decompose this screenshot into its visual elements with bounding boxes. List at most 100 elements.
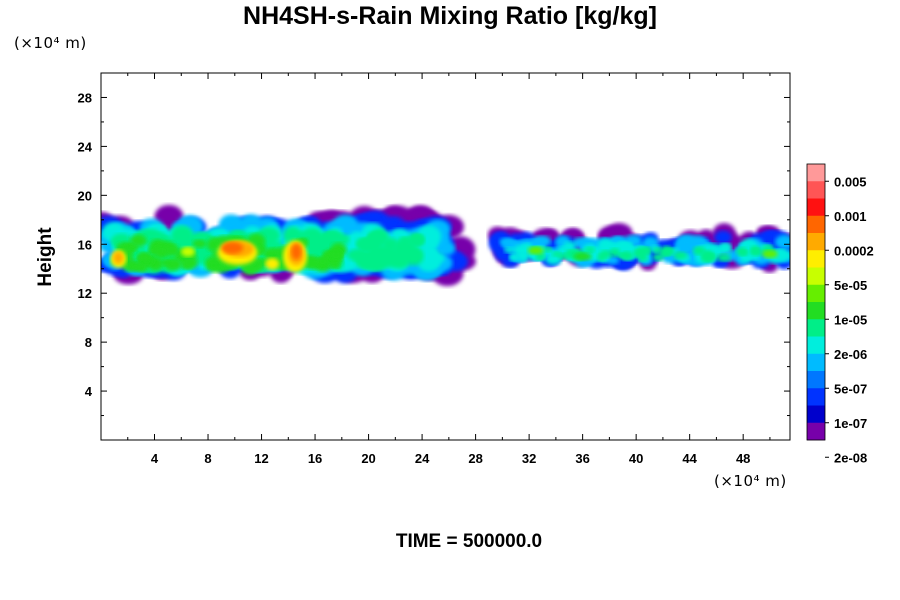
chart-title: NH4SH-s-Rain Mixing Ratio [kg/kg]: [243, 2, 657, 30]
field-cell: [543, 246, 552, 253]
time-label: TIME = 500000.0: [395, 531, 543, 552]
field-cell: [182, 256, 198, 270]
colorbar-swatch: [807, 198, 825, 217]
x-tick-label: 24: [415, 451, 430, 466]
colorbar-frame: [806, 163, 826, 441]
x-tick-label: 28: [468, 451, 482, 466]
colorbar-label: 2e-06: [834, 347, 867, 362]
field-cell: [324, 232, 340, 242]
field-cell: [584, 247, 595, 253]
colorbar-swatch: [807, 181, 825, 199]
x-tick-label: 44: [682, 451, 697, 466]
field-cell: [164, 244, 180, 257]
field-cell: [677, 234, 698, 249]
colorbar-label: 1e-05: [834, 312, 867, 327]
field-cell: [537, 235, 552, 247]
field-cell: [535, 252, 545, 261]
field-cell: [221, 241, 244, 254]
field-cell: [750, 245, 760, 255]
x-tick-label: 48: [736, 451, 750, 466]
colorbar-label: 2e-08: [834, 450, 867, 465]
y-tick-label: 28: [78, 90, 92, 105]
x-tick-label: 40: [629, 451, 643, 466]
field-cell: [376, 248, 400, 268]
field-cell: [504, 247, 515, 254]
field-cell: [192, 239, 207, 248]
y-axis-unit: (×10⁴ m): [14, 34, 87, 52]
field-cell: [303, 257, 322, 270]
field-cell: [513, 244, 531, 256]
x-axis: 4 8 12 16 20 24 28 32 36 40 44 48: [127, 73, 771, 466]
field-cell: [180, 246, 195, 257]
field-cell: [714, 230, 732, 245]
field-cell: [617, 252, 626, 258]
y-axis: 4 8 12 16 20 24 28: [78, 90, 790, 417]
field-cell: [662, 248, 675, 255]
field-cell: [716, 253, 731, 262]
colorbar-swatch: [807, 250, 825, 268]
field-cell: [739, 249, 749, 256]
y-tick-label: 20: [78, 188, 92, 203]
field-cell: [137, 252, 150, 263]
field-cell: [673, 251, 688, 260]
x-tick-label: 16: [308, 451, 322, 466]
field-cell: [552, 251, 561, 257]
field-cell: [609, 248, 621, 257]
field-cell: [527, 246, 544, 255]
y-tick-label: 4: [85, 384, 93, 399]
y-tick-label: 8: [85, 335, 92, 350]
y-tick-label: 16: [78, 237, 92, 252]
colorbar-label: 0.001: [834, 209, 867, 224]
colorbar: 0.005 0.001 0.0002 5e-05 1e-05 2e-06 5e-07 1e-0…: [806, 163, 874, 465]
x-tick-label: 12: [254, 451, 268, 466]
x-tick-label: 32: [522, 451, 536, 466]
field-cell: [597, 253, 607, 261]
field-cell: [160, 259, 172, 266]
field-cell: [637, 253, 648, 262]
colorbar-swatch: [807, 233, 825, 251]
field-cell: [421, 249, 438, 262]
colorbar-swatch: [807, 371, 825, 389]
field-cell: [208, 261, 219, 269]
colorbar-swatch: [807, 353, 825, 372]
field-cell: [700, 250, 714, 263]
colorbar-swatch: [807, 319, 825, 337]
colorbar-swatch: [807, 336, 825, 355]
colorbar-swatch: [807, 164, 825, 182]
colorbar-swatch: [807, 215, 825, 234]
plot-frame: [100, 72, 791, 441]
field-cell: [508, 253, 520, 262]
x-tick-label: 4: [151, 451, 159, 466]
colorbar-swatch: [807, 405, 825, 424]
colorbar-swatch: [807, 302, 825, 320]
field-cell: [113, 251, 124, 264]
y-tick-label: 12: [78, 286, 92, 301]
colorbar-swatch: [807, 267, 825, 286]
x-tick-label: 36: [575, 451, 589, 466]
field-cell: [129, 234, 147, 247]
field-cell: [265, 257, 280, 270]
field-cell: [317, 256, 329, 267]
colorbar-label: 0.0002: [834, 243, 874, 258]
field-cell: [720, 243, 732, 250]
field-cell: [364, 235, 382, 248]
field-cell: [291, 243, 302, 260]
field-cell: [653, 247, 663, 254]
x-tick-label: 8: [204, 451, 211, 466]
field-cell: [329, 249, 343, 261]
colorbar-label: 5e-05: [834, 278, 867, 293]
x-axis-unit: (×10⁴ m): [714, 472, 787, 490]
colorbar-swatch: [807, 284, 825, 303]
field-cell: [774, 234, 790, 250]
mixing-ratio-field: [101, 204, 790, 287]
colorbar-label: 5e-07: [834, 381, 867, 396]
field-cell: [635, 246, 650, 256]
field-cell: [761, 250, 778, 259]
colorbar-label: 0.005: [834, 174, 867, 189]
y-tick-label: 24: [78, 139, 93, 154]
field-cell: [360, 253, 373, 264]
field-cell: [573, 252, 592, 261]
colorbar-swatch: [807, 388, 825, 406]
colorbar-label: 1e-07: [834, 416, 867, 431]
